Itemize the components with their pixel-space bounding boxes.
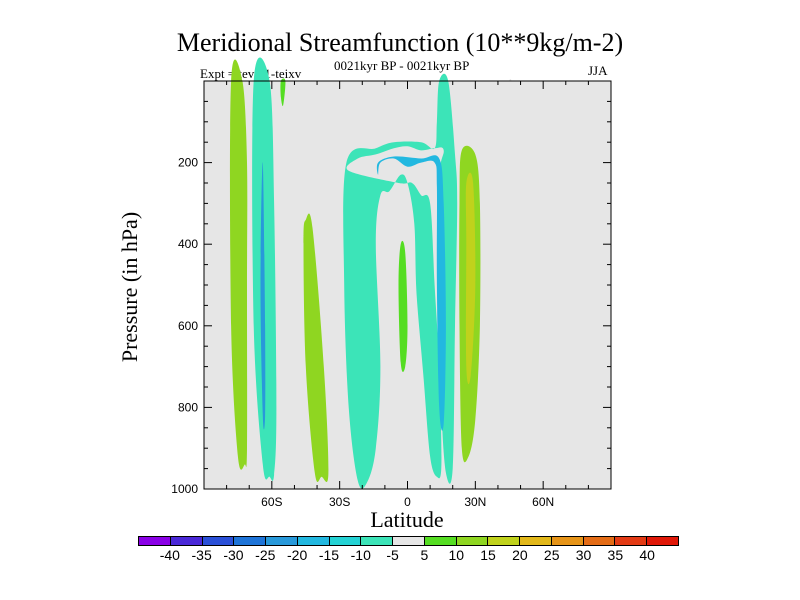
contour-blue-core-central bbox=[376, 155, 446, 431]
contour-cyan-cell-central bbox=[343, 73, 458, 489]
time-range-label: 0021kyr BP - 0021kyr BP bbox=[334, 58, 470, 73]
contour-layer bbox=[229, 57, 512, 489]
colorbar-label: -20 bbox=[286, 547, 308, 563]
y-tick-label: 200 bbox=[178, 156, 198, 170]
colorbar-swatch bbox=[424, 537, 457, 545]
x-tick-label: 60N bbox=[532, 495, 554, 509]
x-tick-label: 30N bbox=[464, 495, 486, 509]
colorbar-label: -30 bbox=[223, 547, 244, 563]
colorbar-swatch bbox=[583, 537, 616, 545]
colorbar bbox=[138, 536, 679, 546]
x-tick-label: 30S bbox=[329, 495, 350, 509]
colorbar-swatch bbox=[615, 537, 648, 545]
colorbar-swatch bbox=[647, 537, 679, 545]
colorbar-swatch bbox=[361, 537, 394, 545]
contour-green-top-55s bbox=[280, 78, 286, 107]
x-tick-label: 0 bbox=[404, 495, 411, 509]
colorbar-swatch bbox=[170, 537, 203, 545]
y-axis-label: Pressure (in hPa) bbox=[117, 212, 142, 362]
contour-blue-core-65s bbox=[260, 162, 266, 430]
colorbar-swatch bbox=[488, 537, 521, 545]
season-label: JJA bbox=[588, 63, 608, 78]
x-tick-label: 60S bbox=[261, 495, 282, 509]
colorbar-label: 40 bbox=[639, 547, 655, 563]
experiment-label: Expt = tevtv1-teixv bbox=[200, 66, 302, 81]
colorbar-swatch bbox=[551, 537, 584, 545]
colorbar-label: 35 bbox=[607, 547, 624, 563]
colorbar-swatch bbox=[234, 537, 267, 545]
colorbar-label: -25 bbox=[255, 547, 276, 563]
colorbar-label: -10 bbox=[350, 547, 371, 563]
contour-cyan-top-45n bbox=[509, 78, 512, 100]
colorbar-swatch bbox=[456, 537, 489, 545]
colorbar-label: 10 bbox=[448, 547, 465, 563]
contour-green-band-80s bbox=[229, 59, 248, 470]
colorbar-swatch bbox=[297, 537, 330, 545]
axis-ticks bbox=[204, 81, 611, 489]
colorbar-label: 30 bbox=[575, 547, 592, 563]
colorbar-label: -35 bbox=[191, 547, 212, 563]
colorbar-swatch bbox=[202, 537, 235, 545]
colorbar-label: -40 bbox=[159, 547, 180, 563]
y-tick-label: 400 bbox=[178, 237, 198, 251]
colorbar-swatch bbox=[266, 537, 298, 545]
y-tick-label: 600 bbox=[178, 319, 198, 333]
colorbar-label: 25 bbox=[543, 547, 560, 563]
axis-tick-labels: 60S 30S 0 30N 60N 200 400 600 800 1000 bbox=[171, 156, 554, 509]
colorbar-swatch bbox=[520, 537, 552, 545]
colorbar-label: -15 bbox=[318, 547, 340, 563]
colorbar-swatch bbox=[393, 537, 425, 545]
y-tick-label: 800 bbox=[178, 400, 198, 414]
colorbar-label: -5 bbox=[386, 547, 399, 563]
colorbar-label: 20 bbox=[512, 547, 528, 563]
contour-green-band-0n bbox=[398, 240, 408, 372]
colorbar-swatch bbox=[139, 537, 171, 545]
contour-yellow-band-30n bbox=[465, 172, 476, 385]
colorbar-label: 5 bbox=[420, 547, 429, 563]
chart-title: Meridional Streamfunction (10**9kg/m-2) bbox=[176, 28, 624, 57]
colorbar-swatch bbox=[329, 537, 362, 545]
x-axis-label: Latitude bbox=[370, 507, 443, 532]
y-tick-label: 1000 bbox=[171, 482, 198, 496]
colorbar-label: 15 bbox=[480, 547, 496, 563]
contour-green-band-40s bbox=[303, 213, 329, 483]
